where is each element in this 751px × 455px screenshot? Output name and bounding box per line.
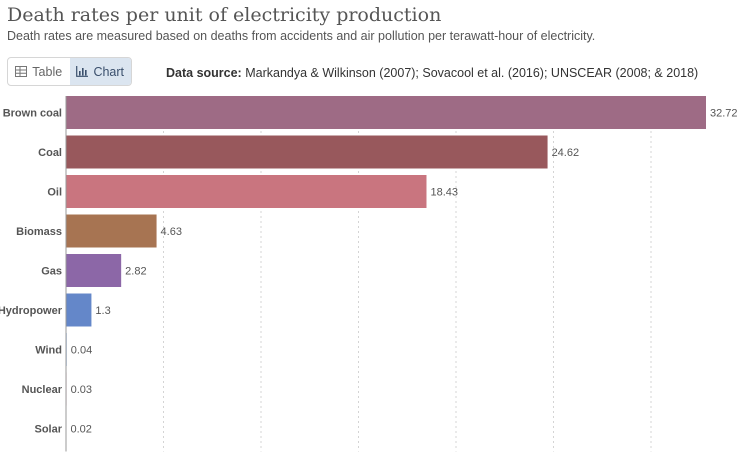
view-toggle: Table Chart <box>7 57 132 86</box>
data-source-text: Markandya & Wilkinson (2007); Sovacool e… <box>245 66 699 80</box>
category-label-gas: Gas <box>41 266 62 278</box>
chart-title: Death rates per unit of electricity prod… <box>7 4 442 26</box>
category-label-nuclear: Nuclear <box>22 384 63 396</box>
bar-biomass[interactable] <box>66 214 157 248</box>
bar-hydropower[interactable] <box>66 293 92 327</box>
chart-tab-label: Chart <box>93 64 125 79</box>
bar-oil[interactable] <box>66 175 427 208</box>
chart-subtitle: Death rates are measured based on deaths… <box>7 29 596 43</box>
category-label-brown-coal: Brown coal <box>3 108 62 120</box>
value-label-nuclear: 0.03 <box>71 384 92 396</box>
bar-chart: Brown coal 32.72 Coal 24.62 Oil 18.43 Biomass 4… <box>0 96 738 452</box>
category-label-solar: Solar <box>34 424 62 436</box>
value-label-biomass: 4.63 <box>161 226 182 238</box>
bar-gas[interactable] <box>66 254 122 287</box>
value-label-coal: 24.62 <box>552 147 580 159</box>
category-label-biomass: Biomass <box>16 226 62 238</box>
value-label-brown-coal: 32.72 <box>710 108 738 120</box>
table-tab[interactable]: Table <box>8 58 70 85</box>
bar-coal[interactable] <box>66 135 548 169</box>
value-label-hydropower: 1.3 <box>95 305 110 317</box>
table-tab-label: Table <box>32 64 63 79</box>
value-label-gas: 2.82 <box>125 266 146 278</box>
data-source-label: Data source: <box>166 66 242 80</box>
category-label-oil: Oil <box>47 187 62 199</box>
category-label-coal: Coal <box>38 147 62 159</box>
value-label-oil: 18.43 <box>430 187 458 199</box>
data-source: Data source: Markandya & Wilkinson (2007… <box>166 66 698 80</box>
chart-tab[interactable]: Chart <box>69 58 131 85</box>
category-label-wind: Wind <box>35 345 62 357</box>
category-label-hydropower: Hydropower <box>0 305 63 317</box>
value-label-wind: 0.04 <box>71 345 92 357</box>
value-label-solar: 0.02 <box>71 424 92 436</box>
chart-icon <box>76 66 89 77</box>
bar-brown-coal[interactable] <box>66 96 706 129</box>
table-icon <box>15 66 28 77</box>
